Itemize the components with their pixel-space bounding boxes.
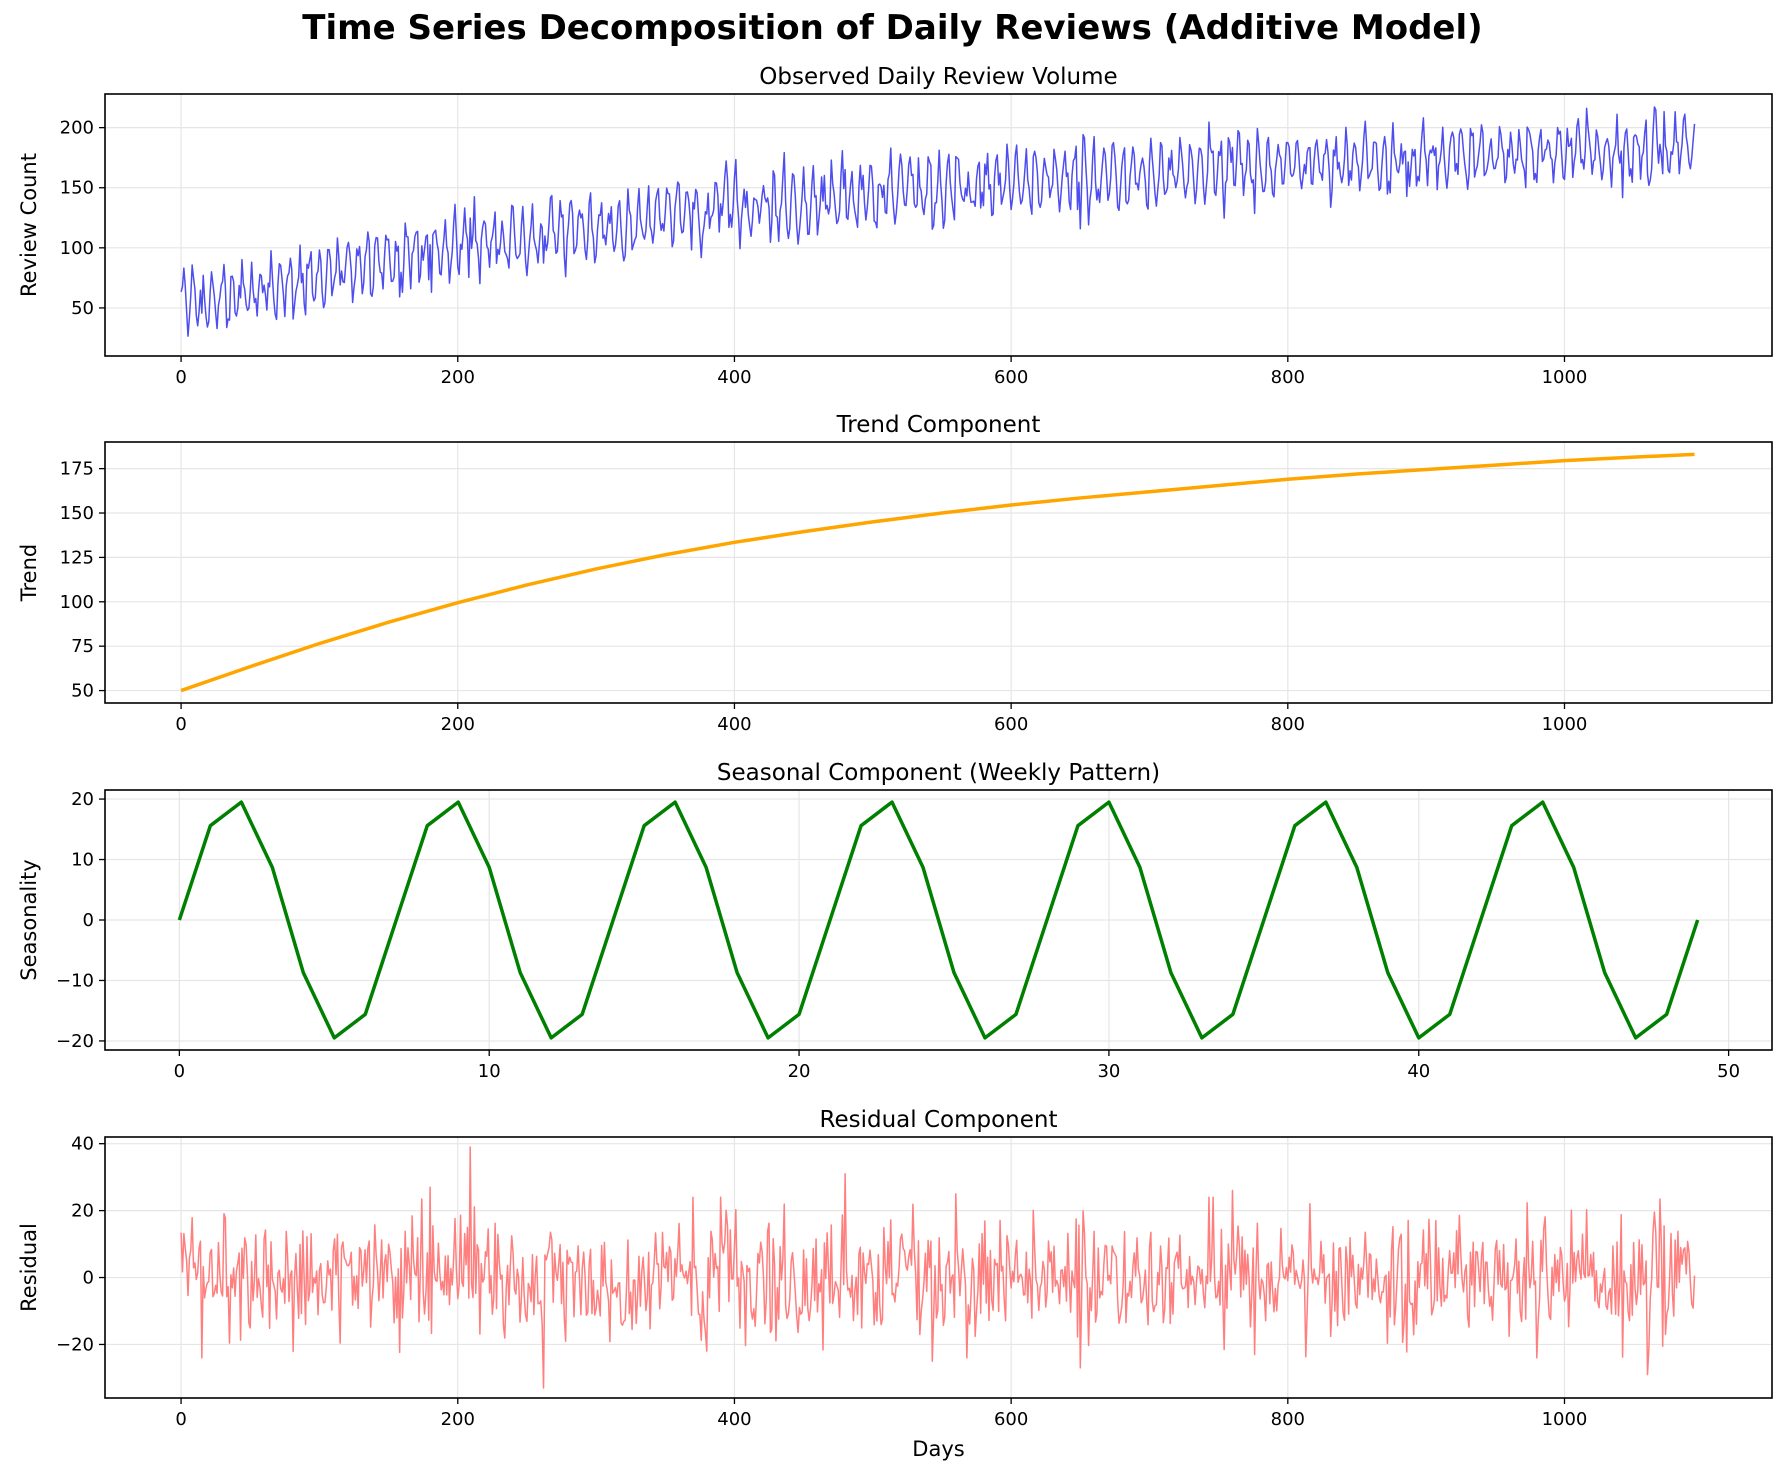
subplot-1: Observed Daily Review Volume 0 200 400 600 80… [17,64,1773,388]
y-tick-label: 40 [71,1134,94,1155]
axes-frame [104,1136,1773,1399]
subplot-4: Residual Component 0 200 400 600 800 1000 −20 0 2… [17,1107,1773,1461]
x-tick-label: 0 [175,1409,186,1430]
y-tick-label: 125 [60,547,94,568]
y-tick-label: 150 [60,503,94,524]
x-tick-label: 400 [717,714,751,735]
x-tick-label: 50 [1717,1061,1740,1082]
x-tick-label: 200 [441,367,475,388]
x-tick-label: 800 [1271,714,1305,735]
y-tick-label: 50 [71,298,94,319]
y-tick-label: 150 [60,178,94,199]
subplot-title: Observed Daily Review Volume [759,64,1117,90]
series-line [177,800,1700,1040]
x-axis-label: Days [912,1437,964,1461]
x-tick-label: 600 [994,714,1028,735]
y-axis-label: Trend [17,544,41,602]
x-tick-label: 0 [175,367,186,388]
x-tick-label: 1000 [1542,367,1588,388]
y-axis-label: Seasonality [17,859,41,980]
x-tick-label: 800 [1271,1409,1305,1430]
subplot-2: Trend Component 0 200 400 600 800 1000 50 75 100 1… [17,412,1773,735]
x-tick-label: 600 [994,1409,1028,1430]
y-tick-label: 0 [83,910,94,931]
x-tick-label: 200 [441,1409,475,1430]
x-tick-label: 200 [441,714,475,735]
subplot-3: Seasonal Component (Weekly Pattern) 0 10 20… [17,760,1773,1082]
x-tick-label: 30 [1097,1061,1120,1082]
x-tick-label: 1000 [1542,714,1588,735]
y-tick-label: 75 [71,636,94,657]
y-axis-label: Review Count [17,153,41,297]
x-tick-label: 1000 [1542,1409,1588,1430]
x-tick-label: 400 [717,1409,751,1430]
y-tick-label: 20 [71,1201,94,1222]
x-tick-label: 40 [1407,1061,1430,1082]
series-line [180,1146,1696,1389]
subplot-title: Trend Component [836,412,1041,438]
subplot-title: Seasonal Component (Weekly Pattern) [717,760,1160,786]
y-tick-label: 175 [60,459,94,480]
axes-frame [104,441,1773,704]
x-tick-label: 800 [1271,367,1305,388]
y-tick-label: 20 [71,789,94,810]
y-tick-label: 100 [60,592,94,613]
y-tick-label: 200 [60,118,94,139]
y-tick-label: 0 [83,1268,94,1289]
subplot-title: Residual Component [820,1107,1058,1133]
y-tick-label: 50 [71,681,94,702]
y-tick-label: −10 [56,970,94,991]
series-line [180,452,1695,693]
y-tick-label: −20 [56,1334,94,1355]
x-tick-label: 600 [994,367,1028,388]
x-tick-label: 400 [717,367,751,388]
y-tick-label: −20 [56,1031,94,1052]
axes-frame [104,93,1773,357]
y-axis-label: Residual [17,1223,41,1312]
x-tick-label: 10 [478,1061,501,1082]
x-tick-label: 0 [175,714,186,735]
y-tick-label: 10 [71,850,94,871]
x-tick-label: 20 [788,1061,811,1082]
y-tick-label: 100 [60,238,94,259]
x-tick-label: 0 [174,1061,185,1082]
series-line [180,106,1696,337]
figure-title: Time Series Decomposition of Daily Revie… [302,8,1483,48]
